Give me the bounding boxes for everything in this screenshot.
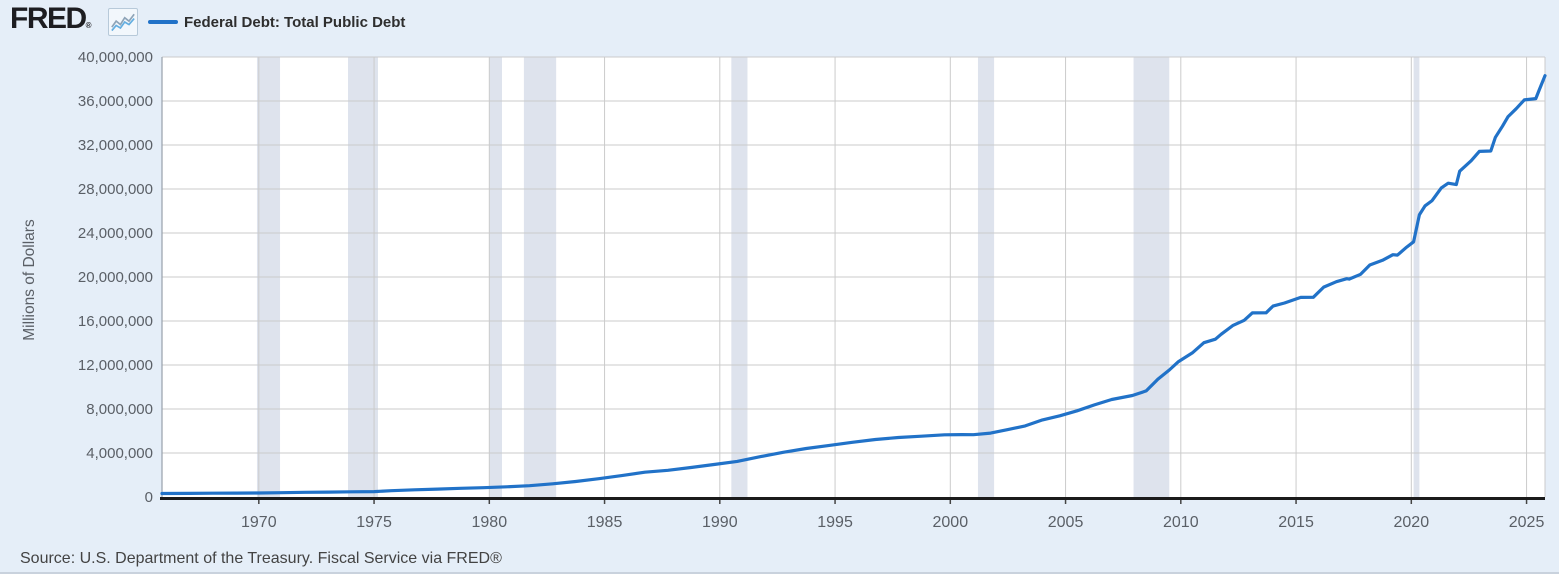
x-tick-label: 2000 (933, 514, 969, 531)
y-tick-label: 24,000,000 (78, 225, 153, 242)
y-tick-label: 20,000,000 (78, 269, 153, 286)
x-tick-label: 2005 (1048, 514, 1084, 531)
y-tick-label: 40,000,000 (78, 49, 153, 66)
y-tick-label: 36,000,000 (78, 93, 153, 110)
y-tick-label: 12,000,000 (78, 357, 153, 374)
y-tick-label: 28,000,000 (78, 181, 153, 198)
y-tick-label: 0 (145, 489, 153, 506)
fred-sparkline-icon (108, 8, 138, 36)
x-tick-label: 1985 (587, 514, 623, 531)
x-tick-label: 1980 (472, 514, 508, 531)
fred-logo-text: FRED (10, 2, 87, 35)
fred-registered-mark: ® (85, 21, 92, 30)
x-tick-label: 1995 (817, 514, 853, 531)
x-tick-label: 1990 (702, 514, 738, 531)
y-tick-label: 8,000,000 (86, 401, 153, 418)
y-tick-label: 32,000,000 (78, 137, 153, 154)
x-tick-label: 1970 (241, 514, 277, 531)
x-tick-label: 2020 (1394, 514, 1430, 531)
chart-header: FRED® Federal Debt: Total Public Debt (0, 0, 1559, 48)
series-line[interactable] (160, 74, 1547, 496)
legend-series-label[interactable]: Federal Debt: Total Public Debt (184, 14, 406, 31)
legend-series-line (148, 20, 178, 24)
x-tick-label: 2010 (1163, 514, 1199, 531)
sparkline-icon-glyph (111, 13, 135, 32)
x-tick-label: 2025 (1509, 514, 1545, 531)
x-tick-label: 1975 (356, 514, 392, 531)
y-tick-label: 4,000,000 (86, 445, 153, 462)
y-tick-label: 16,000,000 (78, 313, 153, 330)
fred-logo[interactable]: FRED® (10, 2, 92, 36)
source-attribution: Source: U.S. Department of the Treasury.… (20, 550, 502, 567)
x-tick-label: 2015 (1278, 514, 1314, 531)
